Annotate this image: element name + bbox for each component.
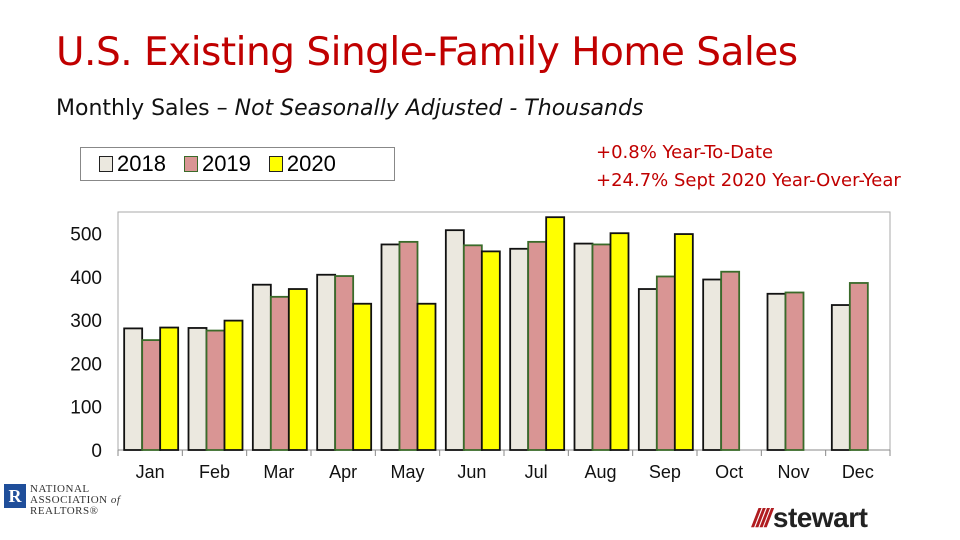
stewart-wordmark: stewart	[772, 502, 868, 533]
y-tick-label: 200	[70, 354, 102, 375]
y-tick-label: 300	[70, 311, 102, 332]
bar-2018-Jul	[509, 247, 530, 451]
bar-2018-Sep	[637, 288, 658, 451]
ytd-note: +0.8% Year-To-Date	[596, 142, 774, 163]
bar-2018-Jan	[123, 327, 144, 451]
bar-2018-Apr	[316, 273, 337, 451]
bar-2018-Feb	[187, 327, 208, 451]
bar-2019-Aug	[591, 243, 612, 451]
bar-2019-Jul	[527, 240, 548, 451]
bar-2020-Jan	[159, 326, 180, 451]
bar-2019-Jan	[141, 339, 162, 451]
legend-label: 2019	[201, 151, 251, 176]
bar-2020-Sep	[673, 233, 694, 451]
bar-2020-Apr	[352, 302, 373, 451]
bar-2019-Apr	[334, 275, 355, 451]
legend-label: 2020	[286, 151, 336, 176]
nar-logo-text: NATIONAL ASSOCIATION of REALTORS®	[30, 483, 121, 517]
bar-2019-Dec	[848, 282, 869, 451]
bar-2019-Nov	[784, 291, 805, 451]
y-tick-label: 0	[91, 441, 102, 462]
y-tick-label: 500	[70, 225, 102, 246]
bar-2019-Sep	[655, 275, 676, 451]
page-title: U.S. Existing Single-Family Home Sales	[56, 30, 798, 75]
stewart-mark: ////	[752, 502, 772, 533]
bar-2018-Jun	[444, 229, 465, 451]
x-tick-label: Oct	[715, 462, 743, 482]
legend-swatch-2020	[268, 156, 283, 172]
nar-r-mark: R	[4, 484, 26, 508]
bar-2020-Feb	[223, 319, 244, 451]
yoy-note: +24.7% Sept 2020 Year-Over-Year	[596, 170, 901, 191]
y-tick-label: 100	[70, 398, 102, 419]
x-tick-label: Jun	[457, 462, 486, 482]
bar-2020-Mar	[287, 288, 308, 451]
chart-legend: 2018 2019 2020	[80, 147, 395, 181]
bar-2019-Feb	[205, 329, 226, 451]
legend-item-2020: 2020	[268, 151, 336, 177]
x-tick-label: Apr	[329, 462, 357, 482]
bar-2018-Mar	[251, 283, 272, 451]
x-tick-label: Dec	[842, 462, 874, 482]
bar-2019-Oct	[720, 270, 741, 451]
x-tick-label: May	[390, 462, 424, 482]
legend-item-2018: 2018	[99, 151, 166, 177]
subtitle-plain: Monthly Sales –	[56, 96, 235, 121]
bar-2018-Aug	[573, 242, 594, 451]
x-tick-label: Sep	[649, 462, 681, 482]
bar-2019-Jun	[462, 244, 483, 451]
subtitle-italic: Not Seasonally Adjusted - Thousands	[234, 96, 644, 121]
x-tick-label: Aug	[584, 462, 616, 482]
subtitle: Monthly Sales – Not Seasonally Adjusted …	[56, 96, 643, 121]
x-tick-label: Jan	[136, 462, 165, 482]
legend-item-2019: 2019	[183, 151, 251, 177]
legend-swatch-2019	[183, 156, 198, 172]
bar-2018-Oct	[702, 278, 723, 451]
bar-2020-Jul	[545, 216, 566, 451]
bar-2019-Mar	[269, 295, 290, 451]
bar-2020-Jun	[480, 250, 501, 451]
bar-2019-May	[398, 240, 419, 451]
bar-2018-Nov	[766, 292, 787, 451]
x-tick-label: Jul	[525, 462, 548, 482]
bar-2018-Dec	[830, 304, 851, 451]
x-tick-label: Feb	[199, 462, 230, 482]
bar-2018-May	[380, 243, 401, 451]
legend-swatch-2018	[99, 156, 113, 172]
nar-logo: R NATIONAL ASSOCIATION of REALTORS®	[4, 484, 120, 517]
bar-2020-Aug	[609, 232, 630, 451]
x-tick-label: Nov	[777, 462, 809, 482]
y-tick-label: 400	[70, 268, 102, 289]
stewart-logo: //// stewart	[752, 502, 868, 534]
bar-2020-May	[416, 302, 437, 451]
legend-label: 2018	[117, 151, 166, 176]
x-tick-label: Mar	[263, 462, 294, 482]
